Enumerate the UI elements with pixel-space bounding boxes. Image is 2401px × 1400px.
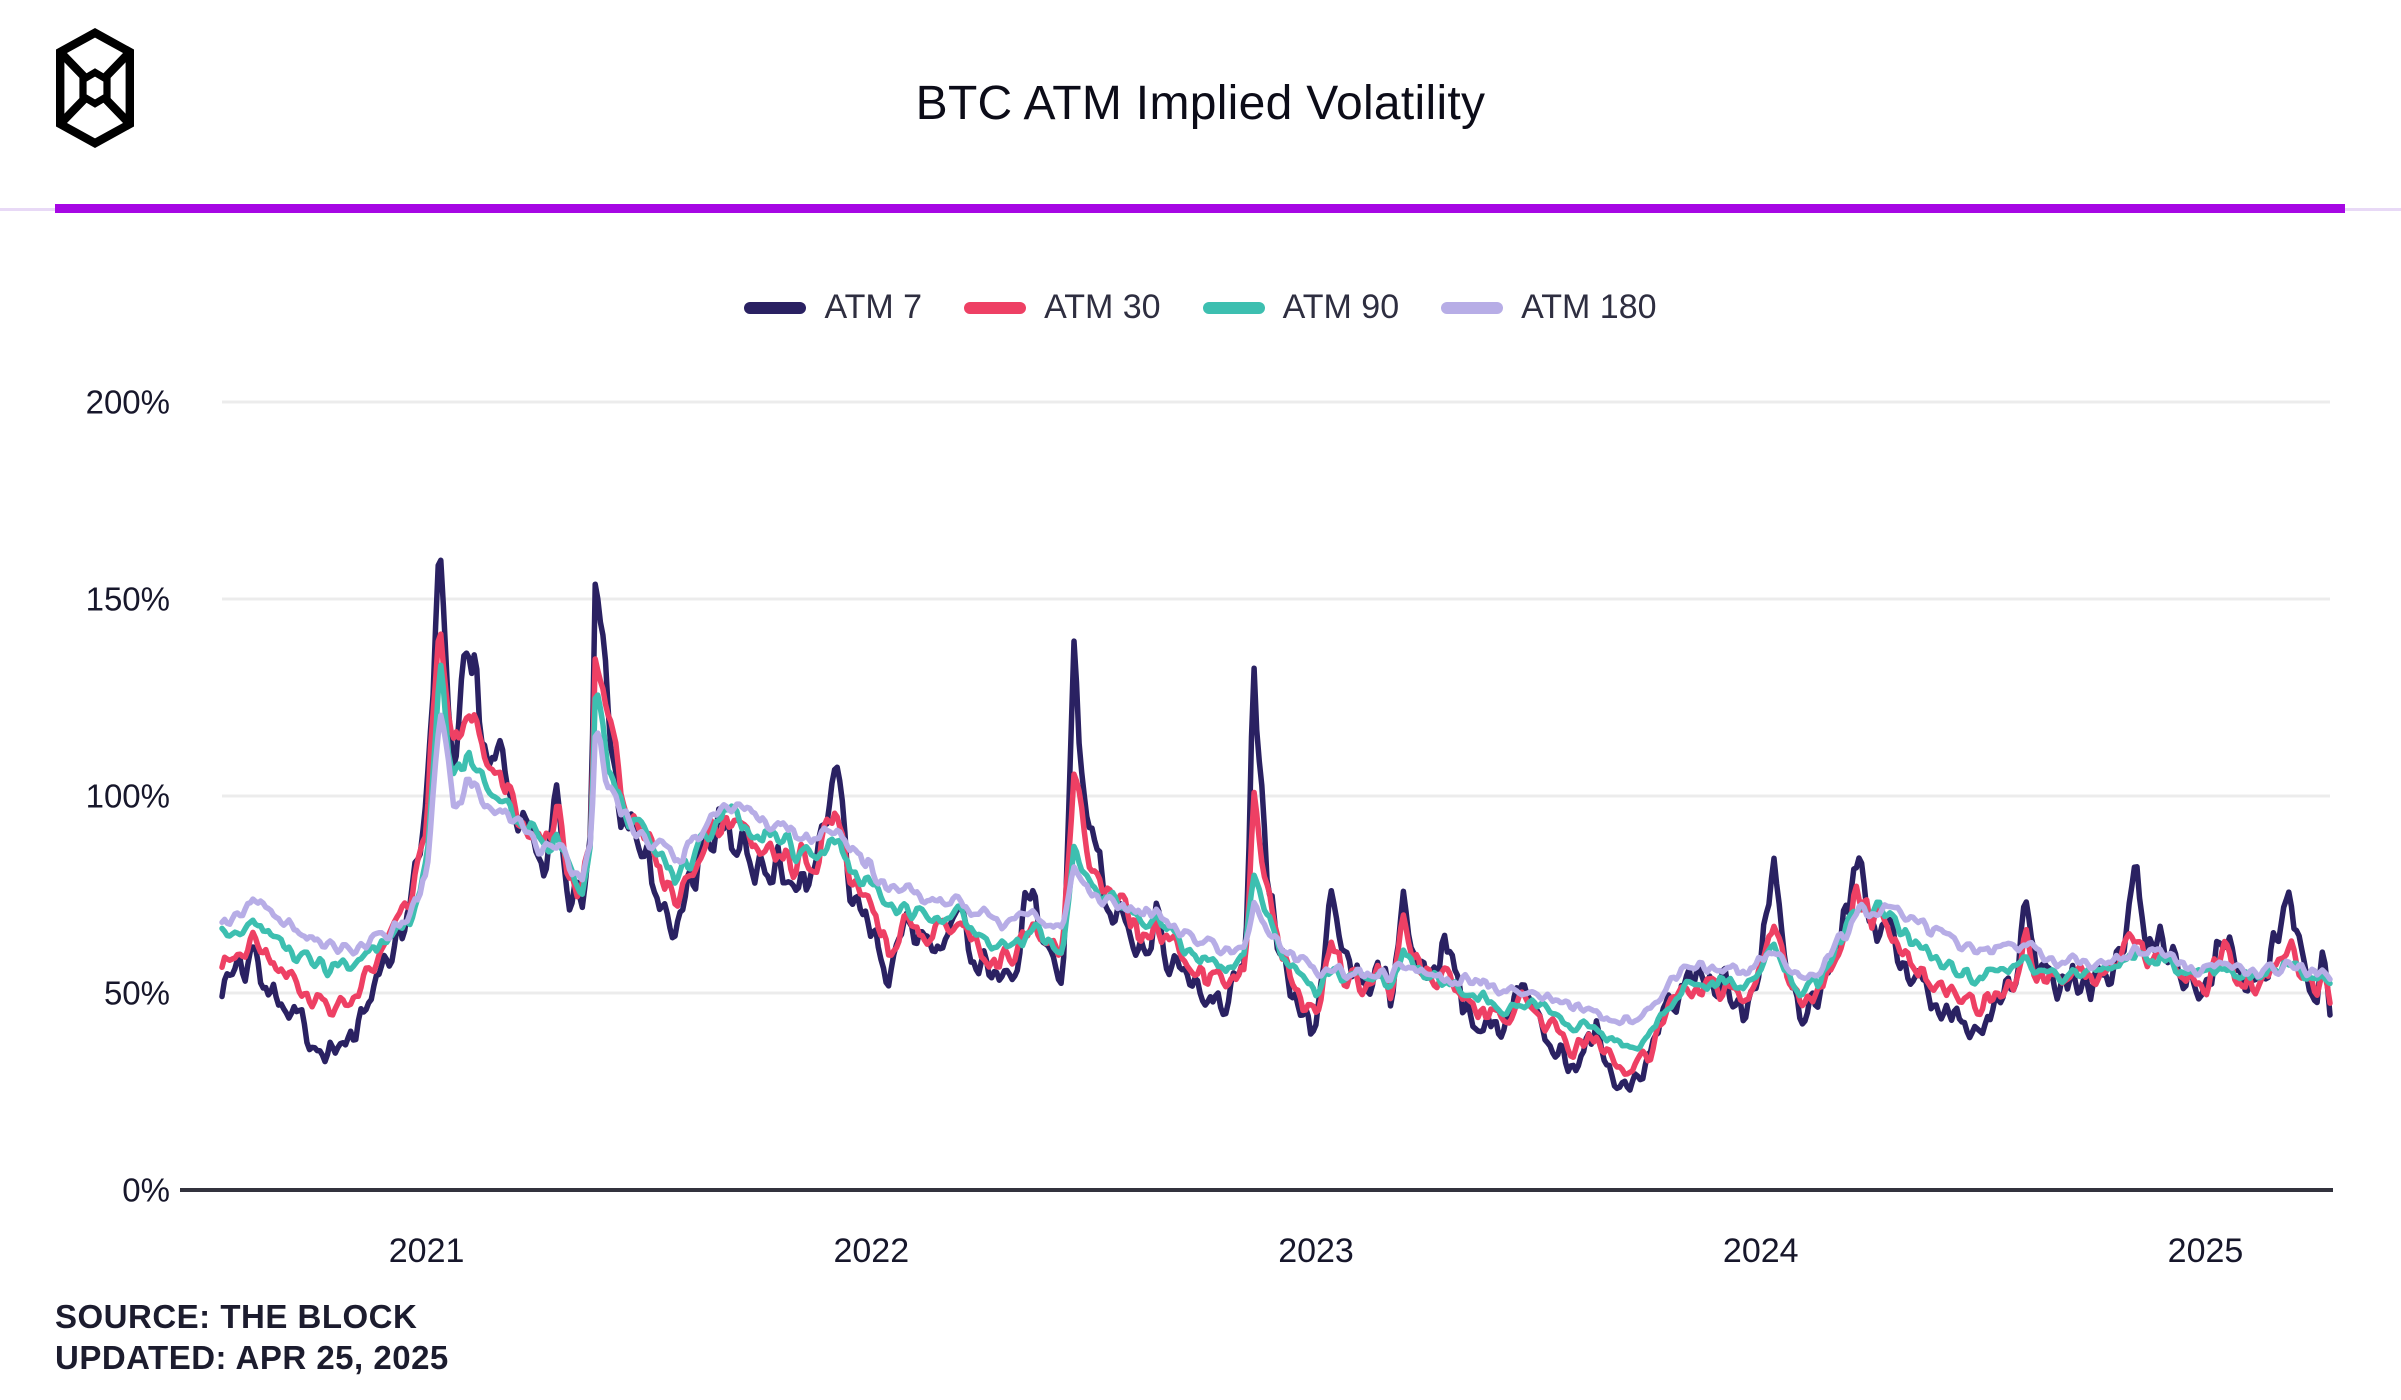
source-label: SOURCE: THE BLOCK (55, 1298, 418, 1335)
legend-item-atm-30[interactable]: ATM 30 (964, 288, 1161, 327)
y-tick-label-100: 100% (86, 778, 170, 815)
legend-label: ATM 30 (1044, 288, 1161, 326)
legend-item-atm-90[interactable]: ATM 90 (1202, 288, 1400, 327)
legend-label: ATM 7 (824, 288, 923, 326)
chart-legend: ATM 7 ATM 30 ATM 90 ATM 180 (0, 288, 2401, 327)
updated-label: UPDATED: APR 25, 2025 (55, 1339, 449, 1376)
x-tick-label-2022: 2022 (833, 1232, 909, 1270)
legend-swatch-atm-7 (744, 301, 807, 314)
legend-swatch-atm-90 (1202, 301, 1265, 314)
y-tick-label-50: 50% (104, 975, 170, 1012)
x-tick-label-2023: 2023 (1278, 1232, 1354, 1270)
y-tick-label-150: 150% (86, 581, 170, 618)
page-title: BTC ATM Implied Volatility (915, 77, 1486, 130)
legend-item-atm-7[interactable]: ATM 7 (744, 288, 922, 327)
legend-swatch-atm-30 (964, 301, 1027, 314)
x-tick-label-2025: 2025 (2168, 1232, 2244, 1270)
series-line-atm-180 (219, 712, 2333, 1027)
y-tick-label-200: 200% (86, 384, 170, 421)
title-separator (55, 204, 2345, 213)
x-tick-label-2024: 2024 (1723, 1232, 1799, 1270)
y-tick-label-0: 0% (122, 1172, 170, 1209)
legend-item-atm-180[interactable]: ATM 180 (1441, 288, 1657, 327)
legend-label: ATM 180 (1521, 288, 1657, 326)
legend-swatch-atm-180 (1441, 301, 1504, 314)
legend-label: ATM 90 (1282, 288, 1400, 326)
series-line-atm-7 (219, 557, 2333, 1093)
the-block-logo (56, 28, 134, 148)
x-tick-label-2021: 2021 (389, 1232, 465, 1270)
